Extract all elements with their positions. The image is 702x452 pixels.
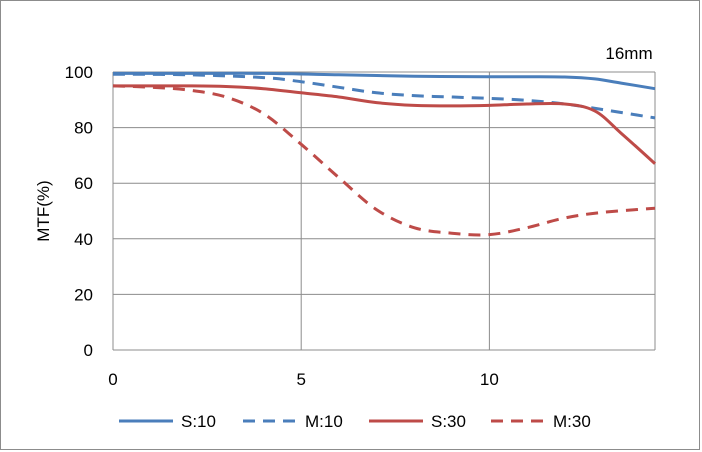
- y-tick-label-5: 100: [65, 63, 93, 82]
- series-line-m-10: [112, 72, 656, 120]
- series-line-s-30: [112, 84, 657, 165]
- y-axis-label: MTF(%): [34, 180, 53, 241]
- x-tick-label-0: 0: [108, 370, 117, 389]
- y-tick-label-4: 80: [74, 119, 93, 138]
- chart-title: 16mm: [605, 44, 652, 63]
- grid: [112, 71, 655, 351]
- axes: [112, 72, 656, 351]
- y-tick-label-3: 60: [74, 174, 93, 193]
- series-line-m-30: [112, 84, 656, 237]
- y-tick-label-1: 20: [74, 285, 93, 304]
- y-tick-label-0: 0: [84, 341, 93, 360]
- x-tick-label-1: 5: [296, 370, 305, 389]
- legend-label-s-10: S:10: [181, 412, 216, 431]
- y-tick-label-2: 40: [74, 230, 93, 249]
- legend-label-m-10: M:10: [305, 412, 343, 431]
- legend-label-s-30: S:30: [431, 412, 466, 431]
- legend-label-m-30: M:30: [553, 412, 591, 431]
- x-tick-label-2: 10: [480, 370, 499, 389]
- series-lines: [112, 71, 657, 237]
- x-tick-labels: 0 5 10: [108, 370, 499, 389]
- legend: S:10 M:10 S:30 M:30: [119, 412, 591, 431]
- series-line-s-10: [113, 71, 656, 91]
- y-tick-labels: 0 20 40 60 80 100: [65, 63, 93, 360]
